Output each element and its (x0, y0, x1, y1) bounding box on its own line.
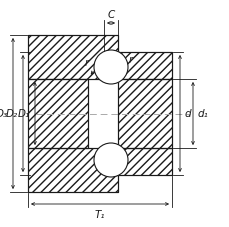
Bar (104, 148, 171, 175)
Bar (104, 52, 171, 79)
Text: D₁: D₁ (18, 109, 30, 119)
Bar (104, 52, 171, 79)
Bar (28, 148, 117, 192)
Bar (28, 79, 88, 148)
Text: D₃: D₃ (0, 109, 8, 119)
Text: d₁: d₁ (197, 109, 208, 119)
Bar (117, 79, 171, 148)
Text: d: d (184, 109, 191, 119)
Text: r: r (85, 58, 89, 68)
Bar (28, 35, 117, 79)
Text: C: C (107, 10, 114, 20)
Bar (104, 148, 171, 175)
Circle shape (94, 50, 128, 84)
Bar (104, 52, 171, 79)
Bar (28, 79, 88, 148)
Bar (28, 35, 117, 79)
Bar (28, 79, 88, 148)
Bar (104, 148, 171, 175)
Text: T₁: T₁ (94, 210, 105, 220)
Bar (28, 35, 117, 79)
Bar (117, 79, 171, 148)
Bar (28, 148, 117, 192)
Text: D₂: D₂ (6, 109, 18, 119)
Bar (28, 148, 117, 192)
Text: r: r (128, 55, 132, 65)
Circle shape (94, 143, 128, 177)
Bar (117, 79, 171, 148)
